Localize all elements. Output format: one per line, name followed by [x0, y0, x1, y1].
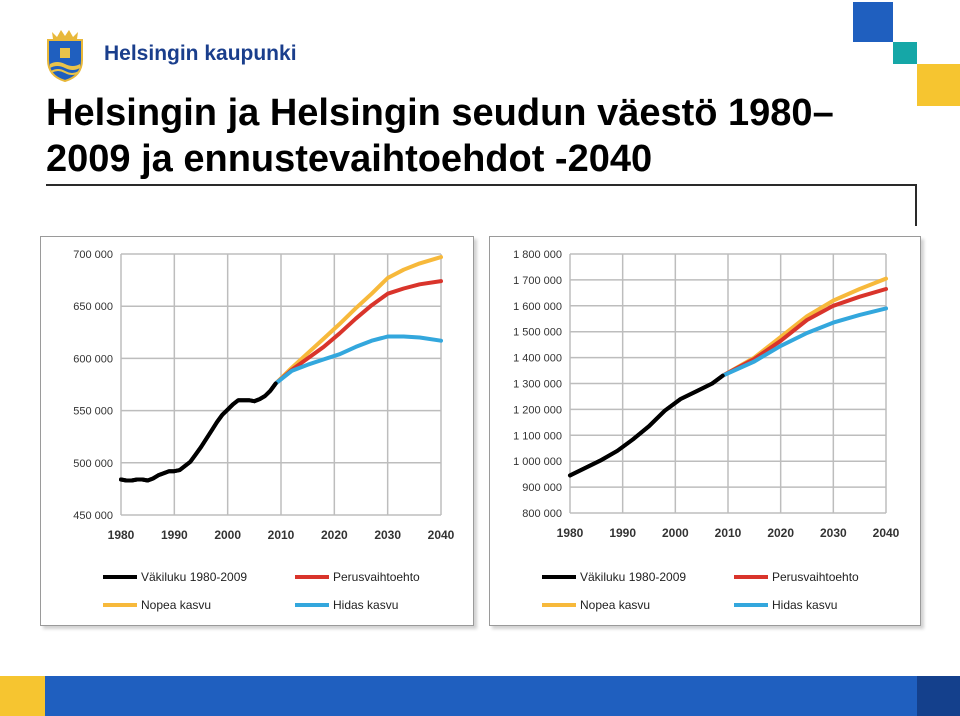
y-tick-label: 1 700 000	[513, 275, 562, 287]
title-underline-end	[915, 184, 917, 226]
legend-label: Nopea kasvu	[141, 598, 211, 612]
y-tick-label: 1 500 000	[513, 327, 562, 339]
x-tick-label: 2010	[268, 528, 295, 542]
x-tick-label: 2040	[428, 528, 455, 542]
y-tick-label: 1 200 000	[513, 404, 562, 416]
legend-label: Perusvaihtoehto	[772, 570, 859, 584]
x-tick-label: 2030	[374, 528, 401, 542]
x-tick-label: 2000	[214, 528, 241, 542]
legend-label: Väkiluku 1980-2009	[580, 570, 686, 584]
chart-panel-helsinki: 450 000 500 000 550 000 600 000 650 000 700 0…	[40, 236, 474, 626]
x-tick-label: 2040	[873, 526, 900, 540]
x-tick-label: 2020	[321, 528, 348, 542]
x-tick-label: 1980	[108, 528, 135, 542]
x-tick-label: 1990	[161, 528, 188, 542]
y-tick-label: 1 100 000	[513, 430, 562, 442]
x-tick-label: 2000	[662, 526, 689, 540]
y-tick-label: 800 000	[522, 508, 562, 520]
y-tick-label: 450 000	[73, 510, 113, 522]
y-tick-label: 900 000	[522, 482, 562, 494]
y-tick-label: 1 600 000	[513, 301, 562, 313]
series-line-perusvaihtoehto	[273, 279, 443, 386]
series-line-nopea-kasvu	[273, 255, 443, 386]
legend-label: Nopea kasvu	[580, 598, 650, 612]
series-line-hidas-kasvu	[720, 306, 888, 378]
y-tick-label: 700 000	[73, 249, 113, 261]
footer-yellow-block	[0, 676, 45, 716]
y-tick-label: 1 800 000	[513, 249, 562, 261]
series-line-hidas-kasvu	[273, 334, 443, 386]
legend-label: Hidas kasvu	[772, 598, 837, 612]
x-tick-label: 2030	[820, 526, 847, 540]
x-tick-label: 2020	[767, 526, 794, 540]
coat-of-arms-icon	[47, 30, 83, 82]
series-line-perusvaihtoehto	[720, 287, 888, 378]
x-tick-label: 1980	[557, 526, 584, 540]
title-line-2: 2009 ja ennustevaihtoehdot -2040	[46, 138, 653, 180]
title-line-1: Helsingin ja Helsingin seudun väestö 198…	[46, 92, 834, 134]
footer-blue-bar	[45, 676, 917, 716]
series-line-historical-top	[119, 381, 278, 483]
legend-label: Hidas kasvu	[333, 598, 398, 612]
y-tick-label: 1 300 000	[513, 379, 562, 391]
series-line-historical-top	[568, 373, 725, 478]
x-tick-label: 1990	[609, 526, 636, 540]
y-tick-label: 1 000 000	[513, 456, 562, 468]
series-line-v-kiluku-1980-2009	[119, 381, 278, 483]
y-tick-label: 550 000	[73, 406, 113, 418]
chart-panel-region: 800 000 900 000 1 000 000 1 100 000 1 200 00…	[489, 236, 921, 626]
deco-square-blue	[853, 2, 893, 42]
page-title: Helsingin ja Helsingin seudun väestö 198…	[46, 90, 866, 182]
title-underline	[46, 184, 917, 186]
chart-helsinki: 450 000 500 000 550 000 600 000 650 000 700 0…	[73, 249, 455, 612]
legend-label: Perusvaihtoehto	[333, 570, 420, 584]
y-tick-label: 1 400 000	[513, 353, 562, 365]
deco-square-teal	[893, 42, 917, 64]
x-tick-label: 2010	[715, 526, 742, 540]
deco-square-yellow	[917, 64, 960, 106]
header-logo: Helsingin kaupunki	[44, 26, 297, 82]
legend-label: Väkiluku 1980-2009	[141, 570, 247, 584]
y-tick-label: 650 000	[73, 301, 113, 313]
org-name: Helsingin kaupunki	[104, 42, 297, 65]
footer-dark-block	[917, 676, 960, 716]
y-tick-label: 500 000	[73, 458, 113, 470]
chart-helsinki-region: 800 000 900 000 1 000 000 1 100 000 1 200 00…	[513, 249, 900, 612]
y-tick-label: 600 000	[73, 353, 113, 365]
